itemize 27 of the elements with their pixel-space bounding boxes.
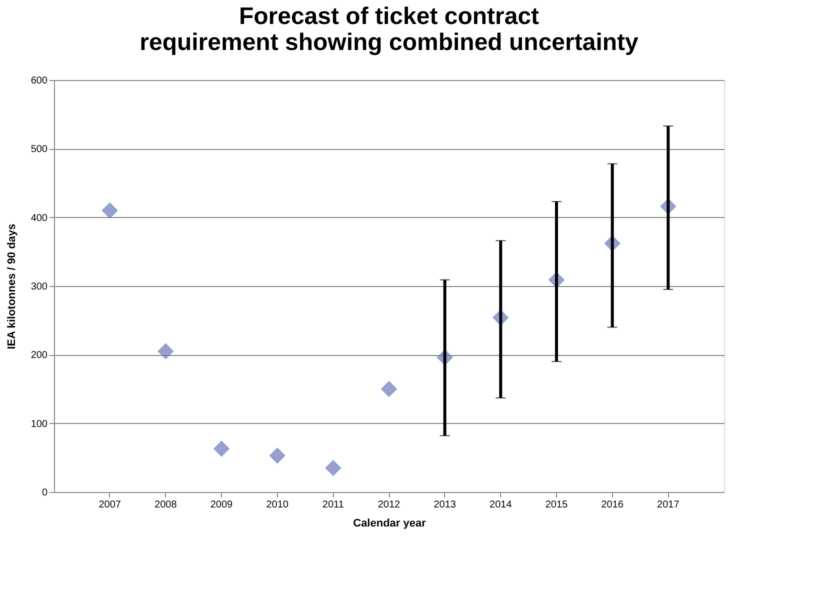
y-tick-label: 600: [30, 76, 48, 86]
x-tick-label: 2011: [322, 500, 344, 510]
x-tick-label: 2007: [98, 500, 122, 510]
chart-title: Forecast of ticket contract requirement showing combined uncertainty: [140, 3, 640, 56]
point: [158, 343, 174, 360]
y-tick-label: 400: [30, 212, 48, 224]
x-tick-label: 2014: [490, 500, 512, 510]
y-tick-label: 300: [30, 282, 48, 292]
x-tick-label: 2013: [434, 500, 456, 510]
y-tick-label: 100: [30, 418, 48, 430]
y-axis-title: IEA kilotonnes / 90 days: [6, 224, 18, 350]
point: [270, 448, 286, 464]
y-tick-label: 500: [30, 144, 48, 156]
point: [325, 460, 341, 476]
x-tick-label: 2015: [545, 500, 568, 510]
x-tick-label: 2016: [601, 500, 624, 510]
x-tick-label: 2008: [154, 500, 178, 510]
x-tick-label: 2010: [266, 500, 289, 510]
point: [381, 381, 397, 397]
x-tick-label: 2017: [657, 500, 680, 510]
y-tick-label: 0: [42, 488, 48, 498]
x-tick-label: 2012: [378, 500, 401, 510]
x-tick-label: 2009: [210, 500, 234, 510]
point: [214, 440, 230, 457]
point: [102, 202, 118, 218]
y-tick-label: 200: [30, 350, 48, 362]
x-axis-title: Calendar year: [353, 518, 427, 530]
